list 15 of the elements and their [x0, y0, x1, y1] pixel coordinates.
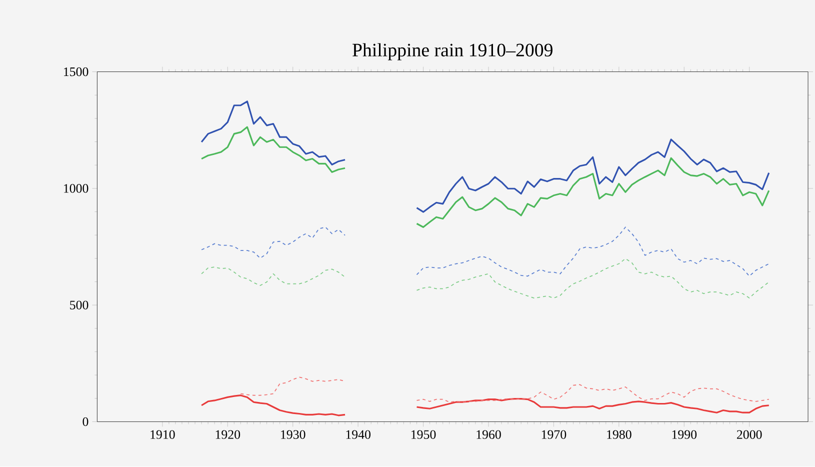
- x-tick-label: 1990: [672, 430, 697, 440]
- y-tick-label: 0: [82, 418, 88, 426]
- y-tick-label: 500: [70, 300, 88, 310]
- y-tick-label: 1000: [64, 184, 88, 193]
- x-tick-label: 1980: [607, 430, 632, 440]
- x-tick-label: 1940: [346, 430, 370, 440]
- x-tick-label: 1950: [411, 430, 436, 440]
- x-tick-label: 1970: [542, 430, 566, 440]
- chart-title: Philippine rain 1910–2009: [352, 43, 552, 61]
- x-tick-label: 1960: [476, 430, 501, 440]
- x-tick-label: 2000: [736, 430, 762, 440]
- y-tick-label: 1500: [64, 68, 88, 76]
- x-tick-label: 1920: [216, 430, 240, 440]
- x-tick-label: 1910: [150, 430, 175, 440]
- x-tick-label: 1930: [281, 430, 306, 440]
